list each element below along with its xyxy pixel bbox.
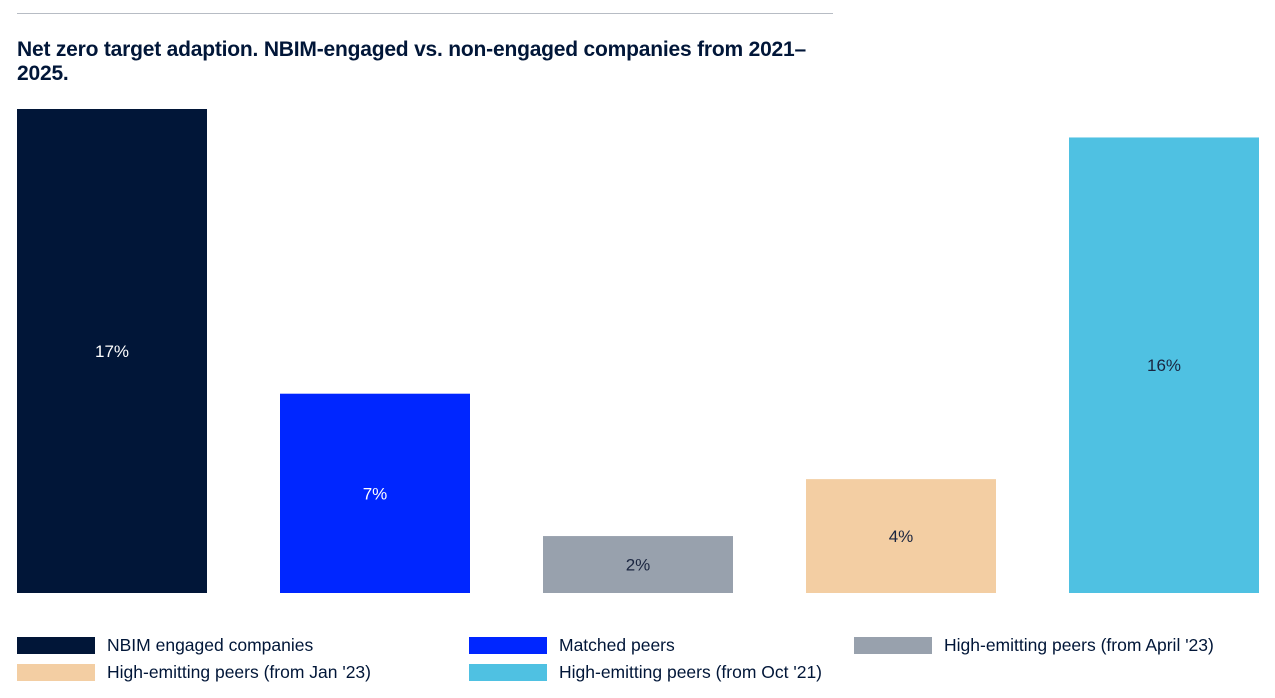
- top-divider: [17, 13, 833, 14]
- legend-label: High-emitting peers (from April '23): [944, 634, 1214, 655]
- legend-item-high-emitting-april23: High-emitting peers (from April '23): [854, 634, 1214, 656]
- bar-high-emitting-peers-from-jan-23: [806, 479, 996, 593]
- data-label-matched-peers: 7%: [363, 484, 388, 503]
- bar-high-emitting-peers-from-april-23: [543, 536, 733, 593]
- data-label-nbim-engaged-companies: 17%: [95, 342, 129, 361]
- legend-item-high-emitting-oct21: High-emitting peers (from Oct '21): [469, 661, 822, 683]
- bar-chart: 17% 7% 2% 4% 16%: [17, 109, 1259, 593]
- legend-item-matched-peers: Matched peers: [469, 634, 675, 656]
- legend-item-high-emitting-jan23: High-emitting peers (from Jan '23): [17, 661, 371, 683]
- legend-label: High-emitting peers (from Oct '21): [559, 661, 823, 682]
- legend-label: High-emitting peers (from Jan '23): [107, 661, 371, 682]
- bar-high-emitting-peers-from-oct-21: [1069, 137, 1259, 593]
- legend-label: NBIM engaged companies: [107, 634, 314, 655]
- legend-label: Matched peers: [559, 634, 675, 655]
- data-label-high-emitting-peers-from-jan-23: 4%: [889, 527, 914, 546]
- legend-swatch: [469, 663, 547, 681]
- data-label-high-emitting-peers-from-oct-21: 16%: [1147, 356, 1181, 375]
- data-label-high-emitting-peers-from-april-23: 2%: [626, 556, 651, 575]
- legend: NBIM engaged companies Matched peers Hig…: [17, 634, 1275, 694]
- bar-nbim-engaged-companies: [17, 109, 207, 593]
- legend-swatch: [17, 663, 95, 681]
- legend-swatch: [854, 636, 932, 654]
- chart-title: Net zero target adaption. NBIM-engaged v…: [17, 38, 806, 85]
- legend-swatch: [469, 636, 547, 654]
- legend-item-nbim-engaged: NBIM engaged companies: [17, 634, 313, 656]
- bar-matched-peers: [280, 393, 470, 593]
- legend-swatch: [17, 636, 95, 654]
